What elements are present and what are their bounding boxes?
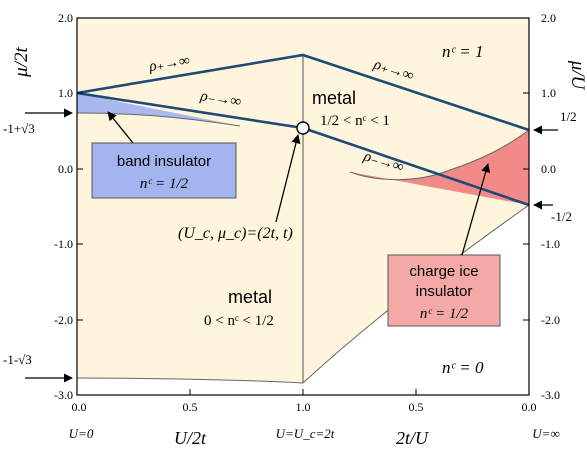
u-infinity-label: U=∞ [532, 426, 559, 441]
left-tick: 0.0 [58, 162, 73, 176]
x-axis-label-left: U/2t [174, 428, 207, 448]
left-tick-labels: 2.0 1.0 0.0 -1.0 -2.0 -3.0 [54, 11, 73, 402]
charge-ice-box [387, 254, 501, 327]
lower-left-edge [76, 377, 304, 384]
metal-upper-range: 1/2 < nᶜ < 1 [320, 113, 390, 129]
bottom-tick: 0.5 [409, 400, 424, 414]
bottom-tick: 0.0 [72, 400, 87, 414]
y-axis-label-left: μ/2t [11, 46, 32, 77]
left-tick: 2.0 [58, 11, 73, 25]
left-tick: -2.0 [54, 313, 73, 327]
ice-upper-edge [349, 129, 530, 181]
u-critical-label: U=U_c=2t [276, 426, 335, 441]
metal-upper-title: metal [312, 88, 356, 108]
bottom-tick-labels: 0.0 0.5 1.0 0.5 0.0 [72, 400, 537, 414]
u-zero-label: U=0 [69, 426, 94, 441]
right-tick: -1.0 [541, 237, 560, 251]
nc-one-label: nᶜ = 1 [442, 42, 483, 61]
y-axis-label-right: μ/U [567, 60, 587, 91]
arrow-charge-ice [461, 163, 491, 256]
right-tick: -2.0 [541, 313, 560, 327]
rho-plus-label-left: ρ₊→∞ [147, 53, 191, 75]
charge-ice-line2: insulator [416, 283, 473, 300]
critical-point-label: (U_c, μ_c)=(2t, t) [178, 225, 293, 242]
metal-lower-title: metal [228, 287, 272, 307]
nc-zero-label: nᶜ = 0 [442, 358, 484, 377]
left-tick: -3.0 [54, 388, 73, 402]
band-insulator-box [91, 142, 237, 199]
left-tick: -1.0 [54, 237, 73, 251]
marker-minus-one-half: -1/2 [551, 209, 572, 224]
band-insulator-value: nᶜ = 1/2 [140, 176, 189, 192]
left-tick: 1.0 [58, 86, 73, 100]
band-insulator-region [77, 93, 240, 126]
empty-region [77, 205, 529, 395]
band-insulator-title: band insulator [117, 153, 211, 170]
bottom-tick: 1.0 [296, 400, 311, 414]
right-tick-labels: 2.0 1.0 0.0 -1.0 -2.0 -3.0 [541, 11, 560, 402]
x-axis-label-right: 2t/U [396, 428, 429, 448]
arrow-band-insulator [107, 111, 134, 144]
charge-ice-region [350, 130, 529, 205]
right-tick: -3.0 [541, 388, 560, 402]
band-lower-edge [76, 112, 241, 127]
rho-minus-label-left: ρ₋→∞ [198, 88, 242, 110]
charge-ice-line1: charge ice [409, 263, 478, 280]
marker-minus1-plus-sqrt3: -1+√3 [3, 121, 35, 136]
bottom-tick: 0.0 [522, 400, 537, 414]
right-tick: 0.0 [541, 162, 556, 176]
charge-ice-value: nᶜ = 1/2 [420, 306, 469, 322]
right-tick: 2.0 [541, 11, 556, 25]
arrow-critical-point [275, 134, 301, 223]
bottom-tick: 0.5 [183, 400, 198, 414]
right-tick: 1.0 [541, 86, 556, 100]
metal-lower-range: 0 < nᶜ < 1/2 [204, 313, 274, 329]
marker-one-half: 1/2 [560, 109, 577, 124]
marker-minus1-minus-sqrt3: -1-√3 [3, 352, 32, 367]
rho-plus-boundary [76, 53, 530, 132]
critical-point-marker [296, 121, 310, 135]
left-ticks [77, 17, 529, 396]
